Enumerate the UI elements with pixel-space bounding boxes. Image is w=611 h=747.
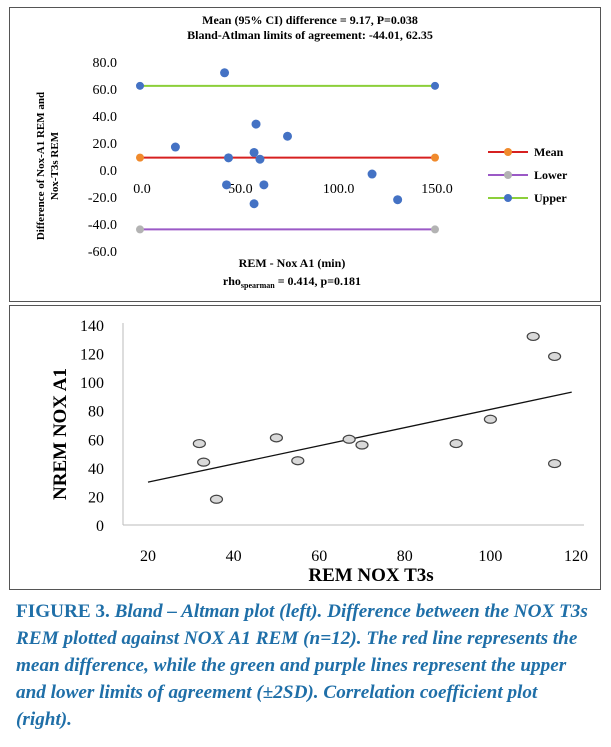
data-point [367, 169, 377, 179]
stat-annotation: rhospearman = 0.414, p=0.181 [223, 274, 361, 290]
y-tick-label: 80.0 [93, 56, 118, 71]
lower-line-marker [136, 225, 144, 234]
x-axis-label: REM NOX T3s [308, 565, 433, 586]
y-tick-label: 40 [88, 461, 104, 478]
data-point [283, 131, 292, 141]
y-tick-label: 40.0 [93, 110, 118, 125]
y-tick-label: 60 [88, 432, 104, 449]
x-axis-label: REM - Nox A1 (min) [239, 256, 346, 270]
mean-line-marker [136, 153, 144, 162]
data-point [547, 351, 562, 362]
legend-label: Upper [534, 191, 567, 205]
y-tick-label: 0.0 [100, 164, 118, 179]
caption-label: FIGURE 3. [16, 601, 110, 622]
y-tick-label: -20.0 [88, 191, 117, 206]
data-point [393, 195, 403, 205]
data-point [342, 434, 356, 444]
data-point [249, 199, 259, 209]
legend-label: Lower [534, 168, 568, 182]
y-tick-label: 120 [80, 347, 104, 364]
legend-label: Mean [534, 145, 564, 159]
upper-line-marker [431, 81, 439, 90]
stat-rest: = 0.414, p=0.181 [278, 274, 361, 288]
data-point [526, 331, 540, 342]
x-tick-label: 0.0 [133, 182, 151, 197]
data-point [224, 153, 233, 163]
stat-rho: rho [223, 274, 241, 288]
data-point [209, 494, 224, 504]
data-point [222, 180, 232, 190]
data-point [259, 180, 269, 190]
data-point [547, 458, 562, 469]
figure-caption: FIGURE 3. Bland – Altman plot (left). Di… [16, 598, 596, 733]
x-tick-label: 150.0 [421, 182, 453, 197]
y-axis-label-line2: Nox-T3s REM [49, 131, 61, 200]
data-point [483, 414, 497, 424]
chart-title-line2: Bland-Atlman limits of agreement: -44.01… [187, 28, 433, 42]
correlation-chart: 140 120 100 80 60 40 20 0 20 40 60 80 100 120 NREM N… [50, 318, 588, 586]
y-tick-label: 140 [80, 318, 104, 335]
data-point [249, 147, 259, 157]
x-tick-label: 120 [564, 548, 588, 565]
data-point [355, 440, 369, 450]
data-point [197, 457, 211, 467]
correlation-panel: 140 120 100 80 60 40 20 0 20 40 60 80 100 120 NREM N… [9, 305, 601, 590]
y-tick-label: -40.0 [88, 218, 117, 233]
x-tick-label: 20 [140, 548, 156, 565]
legend-swatch-marker [504, 148, 512, 156]
data-point [251, 119, 261, 129]
data-point [192, 438, 206, 449]
data-point [220, 68, 230, 78]
x-tick-label: 40 [226, 548, 242, 565]
legend-swatch-marker [504, 194, 512, 202]
data-point [255, 154, 265, 164]
y-tick-label: 60.0 [93, 83, 118, 98]
caption-text: Bland – Altman plot (left). Difference b… [16, 601, 588, 730]
bland-altman-panel: Mean (95% CI) difference = 9.17, P=0.038… [9, 7, 601, 302]
legend-swatch-marker [504, 171, 512, 179]
data-point [269, 433, 283, 443]
data-point [170, 142, 180, 152]
y-axis-label-line1: Difference of Nox-A1 REM and [35, 92, 47, 240]
x-tick-label: 80 [397, 548, 413, 565]
y-tick-label: -60.0 [88, 245, 117, 260]
y-tick-label: 0 [96, 518, 104, 535]
data-point [449, 438, 463, 449]
legend: Mean Lower Upper [488, 145, 568, 205]
y-tick-label: 20.0 [93, 137, 118, 152]
mean-line-marker [431, 153, 439, 162]
trend-line [147, 391, 572, 483]
stat-subscript: spearman [241, 281, 275, 290]
x-tick-label: 100.0 [323, 182, 355, 197]
bland-altman-chart: Mean (95% CI) difference = 9.17, P=0.038… [35, 13, 568, 290]
y-tick-label: 80 [88, 404, 104, 421]
lower-line-marker [431, 225, 439, 234]
y-axis-label: NREM NOX A1 [50, 368, 71, 500]
data-point [291, 456, 305, 466]
y-tick-label: 100 [80, 375, 104, 392]
y-tick-label: 20 [88, 489, 104, 506]
x-tick-label: 100 [478, 548, 502, 565]
x-tick-label: 60 [311, 548, 327, 565]
upper-line-marker [136, 81, 144, 90]
x-tick-label: 50.0 [228, 182, 253, 197]
chart-title-line1: Mean (95% CI) difference = 9.17, P=0.038 [202, 13, 418, 27]
